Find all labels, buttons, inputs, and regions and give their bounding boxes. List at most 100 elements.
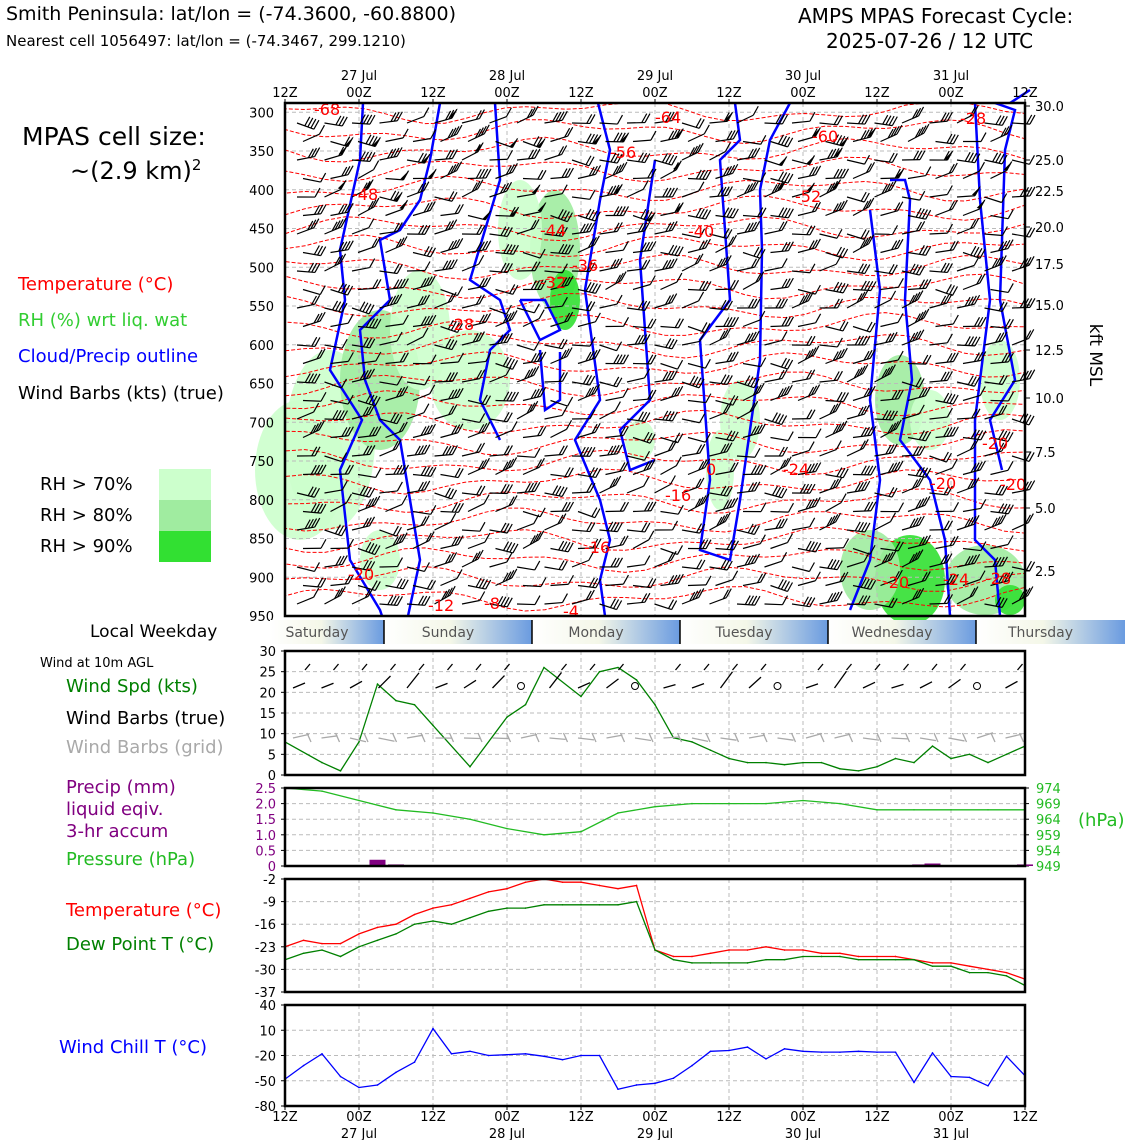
wind-barb-staff (626, 455, 645, 461)
wind-barb-tick (1000, 255, 1007, 265)
wind-barb-tick (563, 211, 570, 221)
wind-barb-tick (589, 409, 596, 419)
wind-barb-tick (753, 464, 761, 475)
wind-barb-tick (729, 498, 736, 508)
barb-tick (391, 732, 398, 743)
wind-barb-staff (522, 510, 541, 518)
wind-barb (440, 203, 464, 217)
wind-barb-tick (401, 532, 408, 542)
wind-barb-tick (311, 446, 318, 457)
wind-barb-tick (457, 535, 464, 545)
wind-barb-tick (698, 291, 705, 302)
wind-barb-tick (482, 168, 489, 179)
legend-cloud: Cloud/Precip outline (18, 346, 199, 367)
barb-staff (378, 675, 391, 689)
wind-barb (990, 503, 1014, 515)
wind-barb-tick (688, 147, 695, 157)
wind-barb-tick (1026, 186, 1033, 197)
wind-barb-tick (560, 210, 567, 220)
forecast-title: AMPS MPAS Forecast Cycle: (798, 4, 1074, 28)
wind-barb-tick (951, 162, 958, 173)
temperature-contour-label: -24 (783, 460, 809, 479)
wind-barb-tick (969, 440, 976, 450)
wind-barb-tick (759, 310, 766, 321)
wind-barb-tick (616, 341, 623, 351)
pressure-line-point (543, 834, 545, 836)
wind-barb-tick (695, 118, 702, 128)
wind-barb-tick (750, 331, 757, 342)
wind-barb (599, 341, 623, 352)
wind-barb-tick (561, 406, 568, 416)
wind-barb-tick (512, 285, 519, 295)
wind-chill-line-point (432, 1027, 434, 1030)
wind-barb (874, 512, 897, 531)
wind-barb-tick (784, 278, 791, 288)
wind-barb-tick (915, 330, 922, 341)
wind-barb-tick (445, 445, 452, 456)
wind-barb-tick (676, 272, 683, 283)
wind-barb (687, 458, 711, 476)
wind-barb-tick (716, 258, 723, 269)
wind-barb-tick (833, 591, 840, 602)
wind-barb-tick (860, 229, 867, 239)
wind-barb-staff (330, 360, 349, 365)
wind-barb-tick (698, 378, 705, 389)
wind-barb-tick (833, 371, 840, 381)
wind-barb (330, 240, 354, 254)
wind-barb-tick (887, 365, 894, 376)
wind-barb (550, 311, 574, 328)
wind-barb (412, 505, 437, 515)
wind-barb-tick (833, 281, 840, 292)
wind-barb-staff (632, 139, 651, 143)
wind-barb-tick (610, 185, 617, 195)
wind-barb (797, 497, 821, 513)
wind-barb (296, 373, 321, 384)
wind-barb-tick (561, 593, 568, 603)
weekday-name: Thursday (1007, 625, 1073, 641)
wind-barb-tick (754, 481, 761, 492)
wind-barb-tick (696, 444, 703, 454)
wind-barb-tick (716, 516, 723, 527)
wind-barb-tick (448, 259, 455, 270)
wind-barb-tick (915, 516, 922, 527)
wind-barb-tick (974, 294, 981, 305)
wind-barb-tick (347, 313, 354, 324)
wind-barb-tick (335, 301, 342, 311)
wind-barb-tick (857, 335, 865, 346)
barb-staff (834, 733, 851, 739)
cloud-outline (358, 102, 442, 617)
wind-barb-tick (781, 415, 788, 425)
dewpoint-line-point (913, 958, 915, 961)
wind-barb-flag (675, 127, 685, 138)
wind-barb-tick (920, 310, 927, 320)
wind-barb-tick (980, 351, 987, 361)
wind-barb-tick (809, 517, 816, 528)
wind-barb-tick (750, 524, 757, 534)
wind-barb-tick (729, 430, 736, 441)
wind-barb (577, 133, 602, 145)
wind-barb-tick (865, 163, 873, 173)
wind-barb-tick (359, 301, 366, 311)
wind-barb-tick (616, 222, 623, 232)
wind-speed-line-point (709, 749, 712, 751)
wind-barb-tick (607, 186, 614, 196)
wind-barb-tick (634, 334, 641, 345)
surface-wind-barb-grid (349, 732, 369, 743)
wind-barb (544, 184, 568, 198)
wind-barb (605, 271, 627, 291)
panel-ytick-label: 2.0 (255, 798, 276, 813)
wind-barb-staff (819, 448, 837, 457)
wind-barb-tick (747, 482, 754, 492)
wind-barb (1011, 329, 1035, 346)
surface-wind-barb-grid (720, 732, 740, 743)
dewpoint-line-point (450, 923, 453, 925)
wind-barb-tick (307, 220, 314, 231)
wind-barb-tick (922, 467, 929, 478)
wind-barb (324, 300, 348, 313)
wind-barb-tick (747, 595, 755, 606)
wind-barb (1011, 186, 1036, 198)
wind-barb-tick (558, 338, 565, 349)
wind-barb-tick (503, 541, 510, 551)
wind-barb-tick (671, 339, 678, 350)
bottom-hour-label: 12Z (1012, 1110, 1038, 1125)
